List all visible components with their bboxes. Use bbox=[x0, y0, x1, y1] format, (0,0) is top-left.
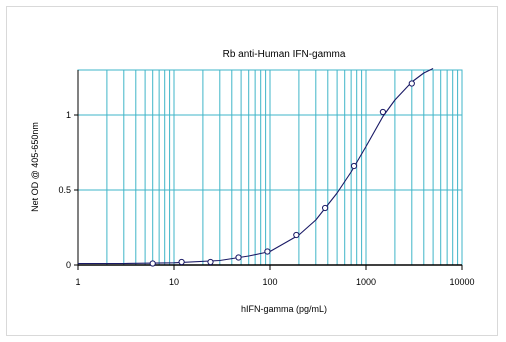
x-tick-label: 1 bbox=[75, 277, 80, 287]
data-point bbox=[149, 260, 156, 267]
x-tick-label: 100 bbox=[262, 277, 277, 287]
data-point bbox=[235, 254, 242, 261]
y-tick-label: 0 bbox=[66, 260, 71, 270]
data-point bbox=[178, 258, 185, 266]
data-point bbox=[379, 108, 387, 116]
data-point bbox=[408, 80, 415, 87]
x-tick-label: 10 bbox=[169, 277, 179, 287]
gridlines bbox=[78, 70, 462, 265]
tick-labels: 1 10 100 1000 10000 0 0.5 1 bbox=[58, 110, 474, 287]
y-axis-label: Net OD @ 405-650nm bbox=[30, 122, 40, 212]
data-point bbox=[207, 258, 214, 266]
x-tick-label: 1000 bbox=[356, 277, 376, 287]
chart-frame bbox=[6, 6, 498, 336]
x-tick-label: 10000 bbox=[449, 277, 474, 287]
x-axis-label: hIFN-gamma (pg/mL) bbox=[241, 304, 327, 314]
chart-title: Rb anti-Human IFN-gamma bbox=[223, 49, 346, 60]
y-tick-label: 1 bbox=[66, 110, 71, 120]
data-point bbox=[293, 231, 300, 239]
data-points bbox=[149, 80, 415, 267]
data-point bbox=[322, 204, 329, 212]
data-point bbox=[264, 248, 271, 255]
axes bbox=[74, 69, 463, 270]
y-tick-label: 0.5 bbox=[58, 185, 71, 195]
data-point bbox=[350, 162, 358, 170]
